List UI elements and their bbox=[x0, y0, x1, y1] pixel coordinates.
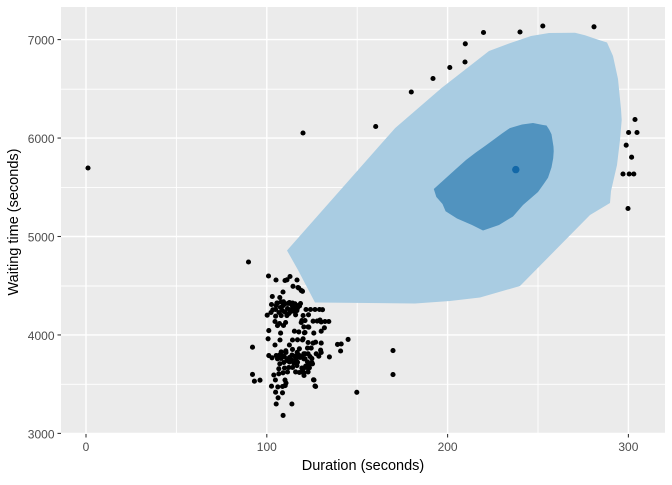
svg-text:Duration (seconds): Duration (seconds) bbox=[302, 458, 425, 474]
svg-text:7000: 7000 bbox=[28, 34, 55, 48]
svg-text:6000: 6000 bbox=[28, 132, 55, 146]
svg-text:0: 0 bbox=[83, 440, 90, 454]
svg-text:100: 100 bbox=[257, 440, 277, 454]
svg-text:4000: 4000 bbox=[28, 329, 55, 343]
svg-text:5000: 5000 bbox=[28, 230, 55, 244]
svg-text:3000: 3000 bbox=[28, 427, 55, 441]
svg-text:300: 300 bbox=[618, 440, 638, 454]
svg-text:Waiting time (seconds): Waiting time (seconds) bbox=[6, 149, 22, 296]
svg-text:200: 200 bbox=[438, 440, 458, 454]
